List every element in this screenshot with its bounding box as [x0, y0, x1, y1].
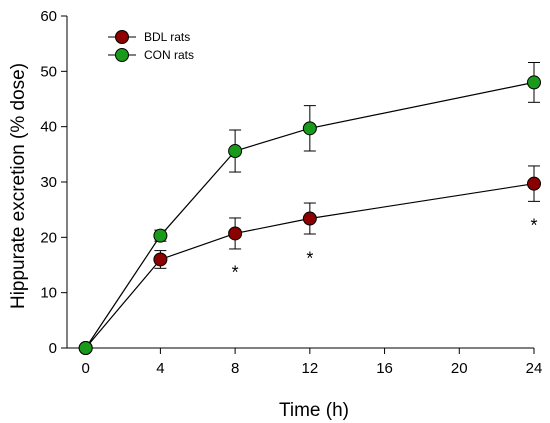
- legend: BDL rats CON rats: [108, 30, 194, 62]
- y-tick-label: 20: [40, 229, 57, 246]
- data-point: [527, 75, 541, 90]
- y-tick-label: 10: [40, 285, 57, 302]
- x-tick-label: 8: [231, 360, 239, 377]
- y-axis-title: Hippurate excretion (% dose): [8, 63, 29, 309]
- y-tick-label: 30: [40, 174, 57, 191]
- significance-marker: *: [306, 249, 313, 269]
- x-axis-title: Time (h): [279, 400, 349, 421]
- data-point: [228, 144, 243, 159]
- plot-area: 0 10 20 30 40 50 60 0 4 8 12 16 20 24 * * * BDL rats CON r…: [40, 8, 542, 377]
- x-tick-label: 0: [82, 360, 90, 377]
- data-point: [78, 341, 93, 355]
- data-point: [302, 121, 317, 136]
- legend-marker: [115, 30, 129, 44]
- legend-marker: [115, 48, 129, 62]
- y-tick-label: 50: [40, 63, 57, 80]
- legend-label: CON rats: [144, 48, 194, 62]
- significance-marker: *: [530, 216, 537, 236]
- x-tick-label: 24: [526, 360, 543, 377]
- y-tick-label: 0: [49, 340, 57, 357]
- legend-label: BDL rats: [144, 30, 190, 44]
- x-tick-label: 16: [376, 360, 393, 377]
- y-tick-label: 60: [40, 8, 57, 25]
- x-tick-label: 12: [301, 360, 318, 377]
- data-point: [153, 252, 168, 267]
- data-point: [153, 228, 168, 243]
- data-point: [302, 211, 317, 226]
- y-tick-label: 40: [40, 119, 57, 136]
- data-point: [527, 176, 541, 191]
- x-tick-label: 20: [451, 360, 468, 377]
- significance-marker: *: [232, 263, 239, 283]
- x-tick-label: 4: [156, 360, 164, 377]
- data-point: [228, 226, 243, 241]
